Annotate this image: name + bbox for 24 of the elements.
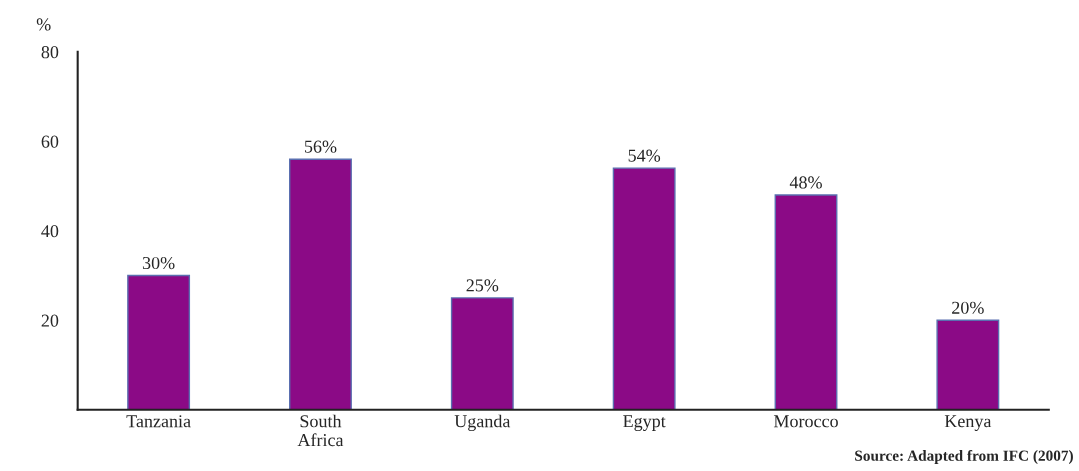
data-label: 56% [304,140,337,153]
data-label: 25% [466,279,499,292]
x-tick-label: Kenya [944,415,992,432]
x-tick-label: Morocco [773,415,838,428]
x-tick-label: Uganda [454,414,511,432]
bar [774,194,838,410]
data-label: 54% [628,149,661,162]
bar [450,297,514,410]
bar [127,274,191,410]
y-tick-label: 60 [41,135,59,148]
bar [289,158,352,410]
y-axis-title: % [36,18,51,31]
x-tick-label: South Africa [297,414,344,447]
data-label: 20% [952,301,984,314]
y-tick-label: 20 [41,314,59,327]
data-label: 48% [789,176,822,189]
bar [612,167,676,410]
data-label: 30% [142,256,175,270]
x-tick-label: Tanzania [126,415,191,428]
y-tick-label: 80 [41,46,59,59]
source-note: Source: Adapted from IFC (2007) [855,449,1073,464]
y-tick-label: 40 [41,225,59,238]
bar [936,319,1000,410]
x-tick-label: Egypt [623,415,666,432]
